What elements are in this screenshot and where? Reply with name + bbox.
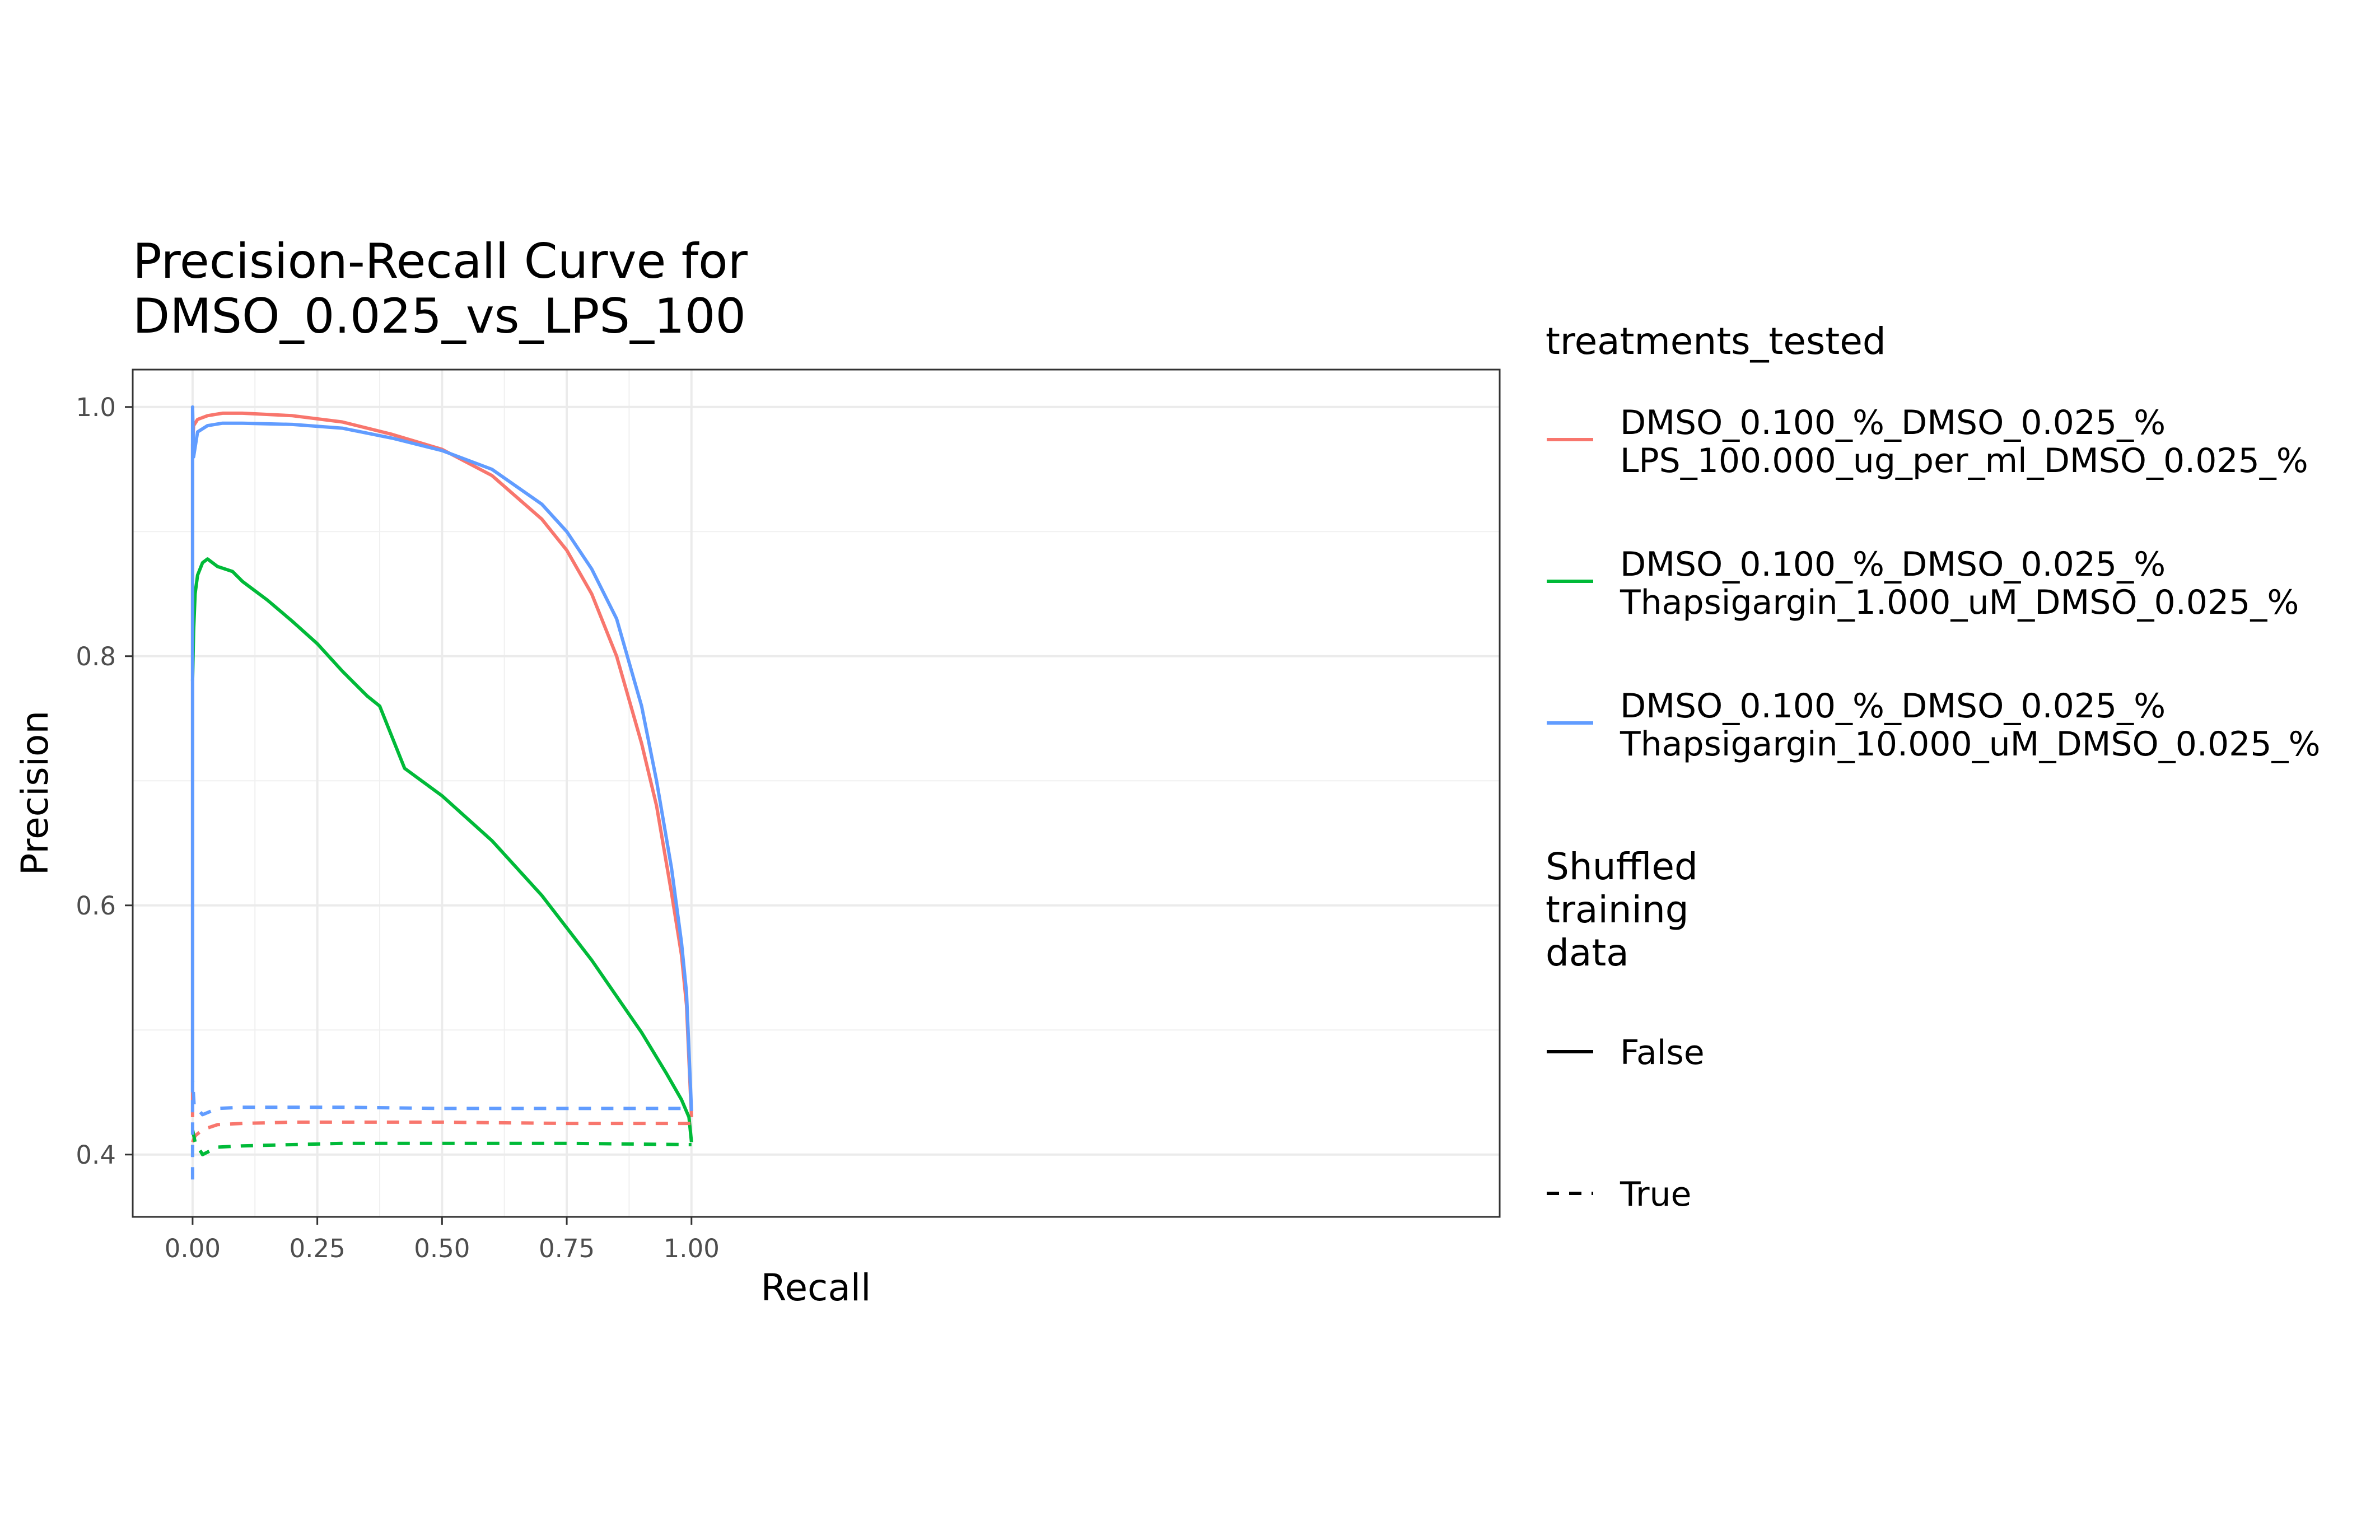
y-tick-label: 1.0 [76,393,116,422]
x-tick-label: 1.00 [664,1234,720,1263]
chart-title-line-1: Precision-Recall Curve for [133,234,748,290]
legend-label-false: False [1620,1033,1705,1072]
series-line-shuffled-1 [191,1120,692,1143]
series-line-shuffled-2 [190,1129,692,1156]
x-tick-label: 0.00 [165,1234,221,1263]
legend-label-treatment-2-line-2: Thapsigargin_1.000_uM_DMSO_0.025_% [1620,583,2299,622]
legend-label-treatment-1-line-1: DMSO_0.100_%_DMSO_0.025_% [1620,403,2166,442]
legend-title-shuffled-line-1: Shuffled [1546,845,1698,888]
x-tick-label: 0.75 [539,1234,595,1263]
y-tick-label: 0.6 [76,891,116,921]
y-axis: 0.4 0.6 0.8 1.0 [76,393,133,1170]
legend-label-true: True [1620,1175,1691,1214]
legend-label-treatment-3-line-1: DMSO_0.100_%_DMSO_0.025_% [1620,687,2166,726]
x-tick-label: 0.25 [290,1234,346,1263]
legend: treatments_tested DMSO_0.100_%_DMSO_0.02… [1546,320,2321,1214]
legend-label-treatment-1-line-2: LPS_100.000_ug_per_ml_DMSO_0.025_% [1620,441,2308,480]
x-axis: 0.00 0.25 0.50 0.75 1.00 [165,1217,720,1263]
x-axis-title: Recall [761,1266,871,1309]
plot-panel [133,370,1500,1217]
plot-panel-border [132,368,1501,1218]
y-axis-title: Precision [13,711,57,876]
legend-title-treatments: treatments_tested [1546,320,1886,363]
legend-title-shuffled-line-2: training [1546,888,1689,931]
series-lines [190,405,693,1180]
y-tick-label: 0.8 [76,642,116,671]
legend-label-treatment-3-line-2: Thapsigargin_10.000_uM_DMSO_0.025_% [1620,725,2321,764]
x-tick-label: 0.50 [414,1234,470,1263]
legend-title-shuffled-line-3: data [1546,931,1629,974]
minor-gridlines [133,370,1500,1217]
legend-label-treatment-2-line-1: DMSO_0.100_%_DMSO_0.025_% [1620,545,2166,584]
chart-title-line-2: DMSO_0.025_vs_LPS_100 [133,288,746,344]
series-line-unshuffled-2 [190,557,693,1142]
series-line-unshuffled-1 [190,411,693,1118]
series-line-unshuffled-3 [190,405,693,1112]
y-tick-label: 0.4 [76,1140,116,1170]
series-line-shuffled-3 [190,1078,692,1180]
